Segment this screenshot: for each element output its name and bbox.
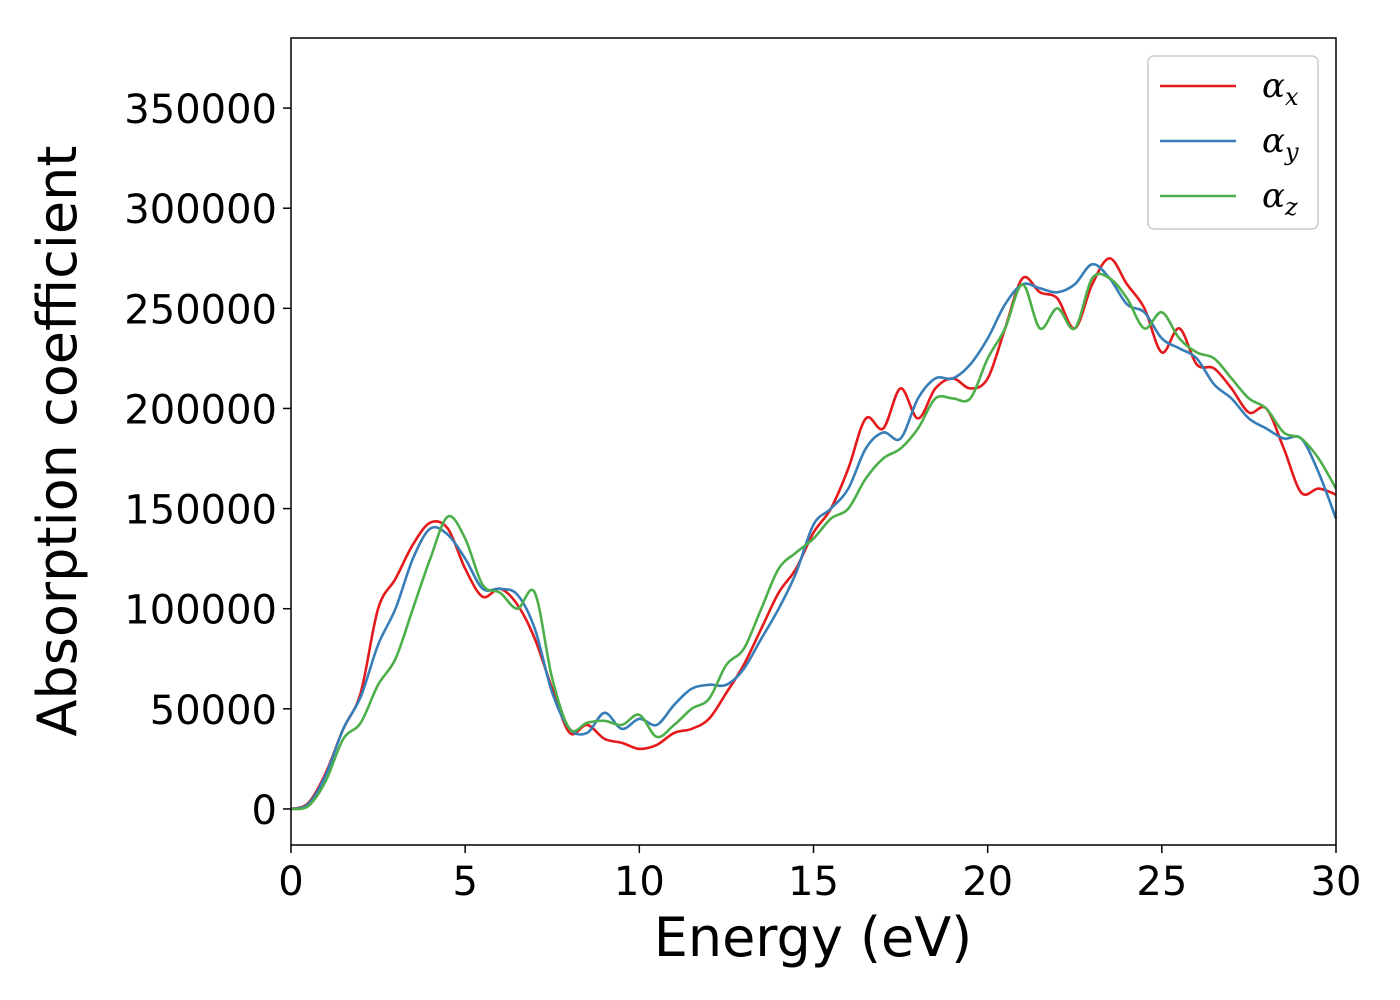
- legend-symbol: α: [1262, 66, 1285, 106]
- x-tick-label: 10: [614, 859, 665, 905]
- y-tick-label: 200000: [124, 387, 277, 433]
- legend-label-alpha-y: αy: [1262, 121, 1299, 166]
- series-line-alpha-z: [290, 272, 1338, 811]
- x-axis-label: Energy (eV): [654, 906, 973, 969]
- y-tick-label: 50000: [150, 688, 277, 734]
- series-line-alpha-x: [290, 257, 1337, 811]
- y-tick-label: 100000: [124, 588, 277, 634]
- plot-lines: [290, 257, 1338, 811]
- x-tick-label: 25: [1136, 859, 1187, 905]
- x-tick-label: 0: [278, 859, 303, 905]
- y-axis-label: Absorption coefficient: [26, 146, 89, 737]
- y-tick-label: 300000: [124, 187, 277, 233]
- legend-symbol: α: [1262, 121, 1285, 161]
- y-tick-label: 0: [252, 788, 277, 834]
- y-tick-label: 350000: [124, 87, 277, 133]
- x-tick-label: 20: [962, 859, 1013, 905]
- legend-label-alpha-z: αz: [1262, 176, 1298, 221]
- series-line-alpha-y: [290, 262, 1338, 811]
- legend-subscript: y: [1284, 138, 1299, 166]
- legend-subscript: x: [1285, 83, 1299, 111]
- legend-box: [1147, 55, 1319, 230]
- y-tick-label: 250000: [124, 287, 277, 333]
- legend-subscript: z: [1284, 193, 1298, 221]
- y-axis: 0 50000 100000 150000 200000 250000 300000 3500…: [124, 87, 291, 834]
- legend-label-alpha-x: αx: [1262, 66, 1299, 111]
- x-tick-label: 5: [452, 859, 477, 905]
- x-tick-label: 30: [1311, 859, 1362, 905]
- legend-symbol: α: [1262, 176, 1285, 216]
- x-axis: 0 5 10 15 20 25 30: [278, 845, 1361, 905]
- x-tick-label: 15: [788, 859, 839, 905]
- y-tick-label: 150000: [124, 488, 277, 534]
